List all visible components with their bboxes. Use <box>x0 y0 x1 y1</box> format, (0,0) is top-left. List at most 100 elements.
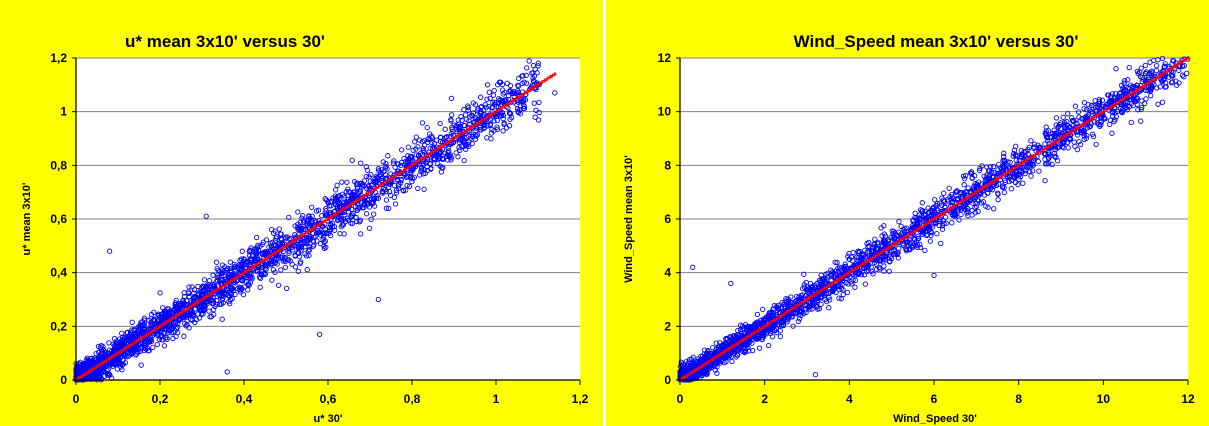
data-point <box>175 321 181 327</box>
data-point <box>770 306 776 312</box>
data-point <box>820 276 826 282</box>
data-point <box>494 124 500 130</box>
data-point <box>505 96 512 103</box>
data-point <box>213 279 220 285</box>
data-point <box>517 98 523 104</box>
data-point <box>350 189 357 195</box>
data-point <box>298 259 304 265</box>
data-point <box>227 265 234 272</box>
data-point <box>535 60 541 66</box>
data-point <box>917 215 923 221</box>
data-point <box>1051 150 1058 156</box>
data-point <box>148 322 154 329</box>
fit-marker <box>169 316 174 321</box>
fit-marker <box>205 294 209 299</box>
data-point <box>97 355 104 361</box>
x-tick-label: 1,2 <box>572 392 589 406</box>
data-point <box>146 317 152 323</box>
fit-marker <box>167 318 172 323</box>
data-point <box>210 272 216 278</box>
data-point <box>303 253 310 259</box>
data-point <box>1142 100 1148 107</box>
data-point <box>356 219 363 225</box>
data-point <box>383 171 389 178</box>
data-point <box>1122 91 1129 97</box>
fit-marker <box>96 363 101 368</box>
fit-marker <box>404 167 409 172</box>
fit-marker <box>366 191 371 196</box>
data-point <box>1135 107 1141 113</box>
data-point <box>836 286 842 293</box>
data-point <box>248 271 254 277</box>
data-point <box>280 248 286 255</box>
data-point <box>803 309 809 316</box>
axes <box>72 57 581 385</box>
data-point <box>383 163 389 170</box>
data-point <box>373 195 380 201</box>
data-point <box>462 122 468 129</box>
data-point <box>148 311 155 318</box>
data-point <box>509 114 515 121</box>
data-point <box>93 350 99 357</box>
data-point <box>345 186 351 192</box>
fit-marker <box>283 244 288 249</box>
data-point <box>122 337 128 343</box>
data-point <box>320 234 327 240</box>
data-point <box>327 232 334 239</box>
fit-marker <box>84 371 89 376</box>
fit-marker <box>512 97 517 102</box>
data-point <box>1110 110 1116 116</box>
data-point <box>400 188 407 194</box>
fit-marker <box>300 233 305 238</box>
data-point <box>974 183 981 189</box>
data-point <box>939 226 946 232</box>
data-point <box>1013 153 1019 159</box>
data-point <box>186 284 192 290</box>
data-point <box>823 271 829 277</box>
data-point <box>421 149 427 155</box>
data-point <box>770 323 776 329</box>
data-point <box>176 317 182 324</box>
data-point <box>990 163 997 170</box>
x-tick-label: 0,4 <box>236 392 253 406</box>
data-point <box>1042 177 1048 184</box>
data-point <box>253 234 260 241</box>
data-point <box>449 126 455 132</box>
data-point <box>411 174 417 181</box>
data-point <box>162 308 168 314</box>
data-point <box>442 126 448 132</box>
data-point <box>214 277 221 283</box>
data-point <box>410 147 416 153</box>
data-point <box>306 252 312 259</box>
fit-marker <box>474 122 479 126</box>
data-point <box>224 369 230 375</box>
data-point <box>154 341 160 348</box>
data-point <box>138 319 144 326</box>
fit-marker <box>179 310 184 315</box>
data-point <box>129 327 135 333</box>
fit-marker <box>227 279 232 284</box>
data-point <box>272 237 278 244</box>
data-point <box>364 167 371 173</box>
data-point <box>922 247 928 254</box>
data-point <box>122 353 128 359</box>
data-point <box>1139 98 1145 104</box>
data-point <box>701 347 708 353</box>
data-point <box>840 287 846 293</box>
data-point <box>129 319 135 325</box>
data-point <box>273 259 279 266</box>
data-point <box>448 116 454 123</box>
data-point <box>903 248 910 254</box>
data-point <box>531 73 538 79</box>
fit-marker <box>351 200 356 205</box>
data-point <box>963 172 969 179</box>
fit-marker <box>394 173 398 178</box>
data-point <box>488 136 494 142</box>
fit-marker <box>421 155 426 160</box>
data-point <box>198 311 205 318</box>
data-point <box>1073 117 1079 124</box>
fit-marker <box>436 146 441 151</box>
data-point <box>310 238 317 244</box>
data-point <box>784 299 790 305</box>
